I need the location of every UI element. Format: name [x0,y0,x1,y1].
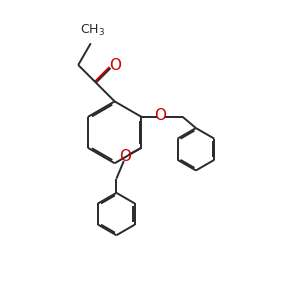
Text: O: O [154,108,166,123]
Text: CH$_3$: CH$_3$ [80,23,105,38]
Text: O: O [109,58,121,73]
Text: O: O [119,149,131,164]
